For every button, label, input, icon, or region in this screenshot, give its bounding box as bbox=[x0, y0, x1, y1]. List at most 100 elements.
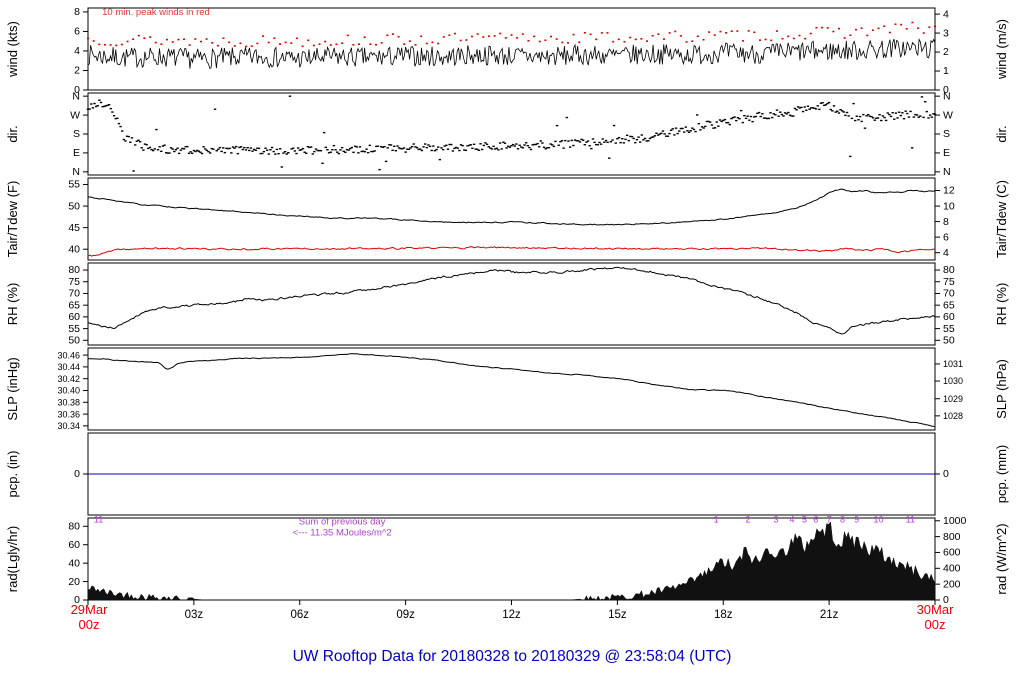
wind-direction-point bbox=[666, 135, 670, 137]
wind-direction-point bbox=[671, 128, 674, 130]
wind-direction-point bbox=[321, 162, 324, 165]
wind-direction-point bbox=[484, 142, 487, 144]
wind-direction-point bbox=[492, 145, 495, 148]
y-axis-title-right: SLP (hPa) bbox=[994, 359, 1009, 419]
wind-direction-point bbox=[305, 152, 308, 155]
wind-peak-10min-dot bbox=[408, 40, 411, 42]
wind-direction-point bbox=[917, 116, 920, 118]
wind-direction-point bbox=[189, 151, 192, 153]
wind-direction-point bbox=[238, 146, 241, 149]
panel-frame bbox=[87, 92, 936, 176]
panel-annotation: 9 bbox=[854, 515, 859, 525]
wind-direction-point bbox=[326, 149, 329, 151]
wind-direction-point bbox=[873, 119, 876, 121]
solar-radiation-area bbox=[87, 521, 936, 601]
wind-direction-point bbox=[881, 115, 885, 117]
wind-direction-point bbox=[171, 148, 174, 150]
wind-direction-point bbox=[901, 112, 904, 114]
wind-peak-10min-dot bbox=[544, 39, 547, 42]
wind-direction-point bbox=[603, 141, 606, 143]
x-tick-label: 03z bbox=[185, 609, 204, 621]
panel-annotation: 8 bbox=[840, 515, 845, 525]
wind-direction-point bbox=[591, 138, 595, 140]
y-tick-label-right: 0 bbox=[943, 594, 949, 606]
wind-peak-10min-dot bbox=[719, 30, 722, 33]
wind-direction-point bbox=[393, 145, 396, 148]
y-tick-label-left: 0 bbox=[74, 594, 80, 606]
wind-peak-10min-dot bbox=[228, 41, 231, 44]
wind-direction-point bbox=[681, 127, 684, 130]
wind-direction-point bbox=[697, 123, 701, 125]
wind-peak-10min-dot bbox=[143, 37, 146, 39]
wind-peak-10min-dot bbox=[307, 39, 310, 42]
y-axis-title-right: wind (m/s) bbox=[994, 19, 1009, 80]
wind-direction-point bbox=[559, 140, 562, 143]
y-axis-title-right: dir. bbox=[994, 125, 1009, 142]
wind-peak-10min-dot bbox=[798, 34, 801, 37]
y-tick-label-left: 50 bbox=[68, 200, 80, 212]
wind-peak-10min-dot bbox=[538, 40, 541, 43]
wind-direction-point bbox=[536, 142, 539, 145]
wind-direction-point bbox=[604, 139, 608, 142]
wind-direction-point bbox=[627, 139, 630, 142]
wind-direction-point bbox=[928, 114, 932, 116]
wind-direction-point bbox=[769, 112, 772, 114]
wind-direction-point bbox=[419, 148, 422, 150]
wind-peak-10min-dot bbox=[194, 38, 197, 40]
x-axis-start-date: 29Mar bbox=[70, 602, 108, 617]
wind-peak-10min-dot bbox=[420, 35, 423, 38]
wind-mean-line bbox=[87, 37, 936, 69]
y-tick-label-left: 6 bbox=[74, 26, 80, 38]
tair-line bbox=[88, 188, 935, 226]
x-tick-label: 09z bbox=[396, 609, 415, 621]
wind-direction-point bbox=[448, 143, 451, 146]
wind-direction-point bbox=[568, 146, 572, 148]
wind-direction-point bbox=[306, 145, 310, 148]
wind-direction-point bbox=[435, 148, 438, 151]
wind-direction-point bbox=[648, 137, 652, 140]
y-tick-label-left: 20 bbox=[68, 576, 80, 588]
wind-direction-point bbox=[622, 142, 626, 144]
y-tick-label-left: 45 bbox=[68, 222, 80, 234]
wind-direction-point bbox=[464, 149, 468, 152]
y-tick-label-right: 1000 bbox=[943, 515, 967, 527]
wind-direction-point bbox=[629, 135, 632, 138]
wind-peak-10min-dot bbox=[634, 38, 637, 41]
wind-direction-point bbox=[94, 105, 98, 108]
wind-direction-point bbox=[210, 147, 213, 150]
wind-peak-10min-dot bbox=[329, 44, 332, 46]
wind-direction-point bbox=[842, 111, 845, 113]
wind-direction-point bbox=[849, 155, 852, 158]
wind-direction-point bbox=[511, 143, 515, 146]
wind-direction-point bbox=[301, 147, 305, 150]
panel-annotation: 11 bbox=[906, 515, 915, 525]
wind-direction-point bbox=[252, 148, 256, 151]
wind-direction-point bbox=[106, 104, 109, 107]
wind-direction-point bbox=[710, 124, 714, 126]
wind-direction-point bbox=[279, 148, 282, 150]
wind-direction-point bbox=[790, 115, 793, 117]
wind-direction-point bbox=[147, 147, 150, 150]
wind-direction-point bbox=[551, 144, 554, 146]
wind-direction-point bbox=[373, 150, 376, 152]
wind-direction-point bbox=[352, 151, 355, 154]
wind-direction-point bbox=[606, 141, 609, 144]
wind-peak-10min-dot bbox=[98, 43, 101, 46]
y-tick-label-left: 4 bbox=[74, 45, 80, 57]
wind-peak-10min-dot bbox=[657, 33, 660, 35]
wind-peak-10min-dot bbox=[617, 38, 620, 41]
wind-direction-point bbox=[586, 140, 590, 142]
wind-peak-10min-dot bbox=[764, 38, 767, 41]
wind-peak-10min-dot bbox=[905, 28, 908, 30]
wind-direction-point bbox=[487, 146, 490, 148]
wind-direction-point bbox=[793, 107, 797, 110]
wind-direction-point bbox=[458, 149, 461, 152]
wind-peak-10min-dot bbox=[928, 26, 931, 29]
wind-direction-point bbox=[816, 105, 819, 107]
wind-direction-point bbox=[246, 147, 249, 149]
wind-peak-10min-dot bbox=[290, 42, 293, 44]
wind-peak-10min-dot bbox=[278, 43, 281, 45]
wind-direction-point bbox=[577, 140, 580, 142]
